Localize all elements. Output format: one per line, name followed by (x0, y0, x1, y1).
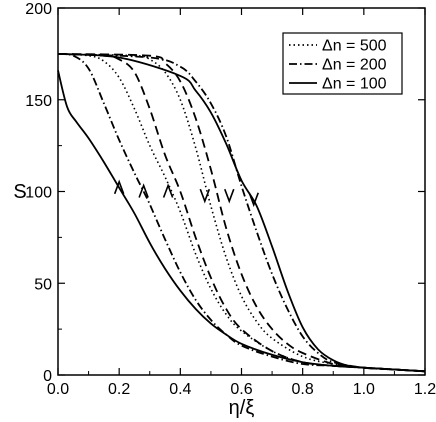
x-tick-label-1: 0.2 (108, 381, 130, 398)
x-tick-label-0: 0.0 (47, 381, 69, 398)
y-axis-label: S (13, 181, 26, 203)
legend-label-0: Δn = 500 (322, 38, 387, 55)
series-line-5 (57, 53, 426, 373)
x-tick-label-4: 0.8 (292, 381, 314, 398)
direction-arrow-1 (138, 183, 149, 198)
series-line-1 (57, 53, 426, 373)
direction-arrow-3 (199, 188, 211, 204)
direction-arrow-0 (113, 179, 125, 195)
series-line-7 (57, 53, 426, 373)
direction-arrow-5 (248, 192, 259, 208)
x-tick-label-6: 1.2 (414, 381, 436, 398)
x-tick-label-3: 0.6 (230, 381, 252, 398)
x-tick-label-2: 0.4 (169, 381, 191, 398)
legend: Δn = 500 Δn = 200 Δn = 100 (282, 32, 403, 95)
y-tick-label-2: 100 (25, 185, 52, 202)
legend-label-2: Δn = 100 (322, 76, 387, 93)
arrow-layer (113, 179, 259, 208)
tick-layer: 0.0 0.2 0.4 0.6 0.8 1.0 1.2 0 50 100 150 200 (25, 1, 436, 398)
x-tick-label-5: 1.0 (353, 381, 375, 398)
series-line-4 (57, 53, 426, 373)
series-line-2 (57, 53, 426, 373)
y-tick-label-4: 200 (25, 1, 52, 18)
y-tick-label-3: 150 (25, 93, 52, 110)
y-tick-label-0: 0 (43, 368, 52, 385)
curve-layer (57, 53, 426, 373)
series-line-3 (57, 53, 426, 373)
x-axis-label: η/ξ (229, 397, 255, 419)
series-line-6 (57, 53, 426, 373)
direction-arrow-2 (162, 183, 174, 198)
series-line-0 (57, 70, 426, 373)
legend-label-1: Δn = 200 (322, 57, 387, 74)
direction-arrow-4 (224, 188, 235, 204)
y-tick-label-1: 50 (34, 276, 52, 293)
